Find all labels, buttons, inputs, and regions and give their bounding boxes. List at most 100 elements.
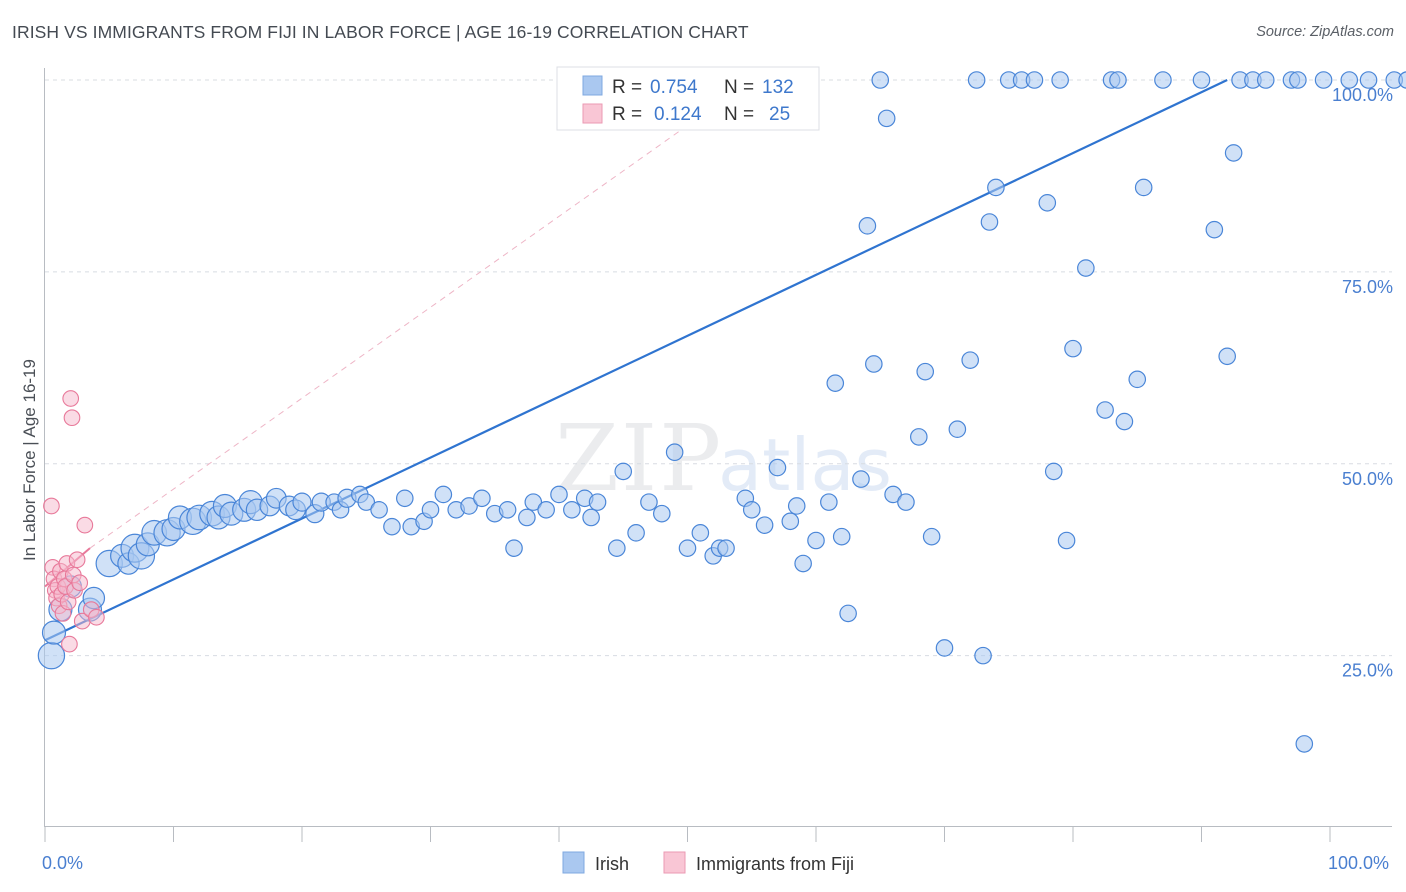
irish-point-79 <box>832 527 851 546</box>
fiji-points <box>43 390 105 653</box>
legend-fiji-r-label: R = <box>612 104 642 125</box>
irish-point-78 <box>826 374 845 392</box>
irish-point-68 <box>717 539 735 557</box>
y-tick-labels: 25.0% 50.0% 75.0% 100.0% <box>1332 85 1393 681</box>
irish-point-77 <box>820 493 838 511</box>
legend-irish-r-value: 0.754 <box>650 77 698 98</box>
irish-point-39 <box>395 489 414 508</box>
fiji-point-15 <box>62 390 80 407</box>
irish-point-92 <box>948 420 967 439</box>
bottom-legend-swatch-fiji <box>663 851 686 874</box>
irish-point-43 <box>434 485 453 504</box>
irish-point-48 <box>498 500 517 519</box>
irish-point-94 <box>967 71 986 89</box>
irish-points <box>37 71 1406 753</box>
irish-point-46 <box>473 489 491 508</box>
fiji-point-22 <box>76 516 94 534</box>
irish-point-64 <box>678 539 697 557</box>
legend-swatch-irish <box>582 75 603 96</box>
irish-point-88 <box>909 428 928 446</box>
y-axis-label: In Labor Force | Age 16-19 <box>20 359 39 561</box>
irish-point-72 <box>768 458 787 477</box>
irish-point-122 <box>1289 71 1307 89</box>
legend-irish-r-label: R = <box>612 77 642 98</box>
legend-fiji-r-value: 0.124 <box>654 104 702 125</box>
legend-fiji-n-value: 25 <box>769 104 790 125</box>
irish-point-128 <box>1398 71 1406 89</box>
irish-point-36 <box>357 493 376 511</box>
irish-point-105 <box>1064 339 1082 358</box>
irish-point-57 <box>588 493 607 511</box>
irish-point-111 <box>1128 370 1147 389</box>
irish-point-82 <box>858 217 877 235</box>
irish-point-50 <box>518 508 536 527</box>
irish-point-52 <box>537 500 555 519</box>
x-tick-label-max: 100.0% <box>1328 853 1389 873</box>
irish-point-60 <box>627 524 645 542</box>
fiji-point-14 <box>61 635 78 653</box>
irish-point-117 <box>1224 144 1243 162</box>
irish-point-85 <box>877 109 896 128</box>
irish-point-42 <box>421 500 440 519</box>
irish-point-120 <box>1256 71 1275 89</box>
irish-point-100 <box>1025 71 1044 89</box>
irish-point-115 <box>1205 220 1224 239</box>
irish-point-103 <box>1051 71 1069 89</box>
irish-point-29 <box>292 492 312 512</box>
irish-point-61 <box>640 493 658 511</box>
legend-swatch-fiji <box>582 103 603 124</box>
fiji-trend-extension <box>89 79 753 549</box>
irish-point-84 <box>871 71 890 89</box>
irish-point-93 <box>961 351 979 369</box>
irish-point-112 <box>1134 178 1153 197</box>
irish-point-76 <box>807 531 825 550</box>
irish-point-62 <box>652 504 671 523</box>
series-legend: Irish Immigrants from Fiji <box>562 851 854 874</box>
source-label: Source: ZipAtlas.com <box>1256 24 1394 40</box>
irish-point-74 <box>787 497 806 515</box>
fiji-point-20 <box>71 574 89 592</box>
irish-point-56 <box>582 508 600 527</box>
irish-point-102 <box>1044 462 1063 481</box>
fiji-point-16 <box>63 409 81 427</box>
irish-point-91 <box>935 639 954 657</box>
x-tick-label-min: 0.0% <box>42 853 83 873</box>
irish-point-71 <box>755 516 774 534</box>
irish-point-59 <box>614 462 633 481</box>
irish-point-83 <box>865 355 883 373</box>
irish-point-97 <box>987 178 1005 197</box>
fiji-point-24 <box>88 608 105 626</box>
irish-point-104 <box>1057 531 1076 550</box>
irish-point-124 <box>1314 71 1333 89</box>
bottom-legend-fiji-label: Immigrants from Fiji <box>696 854 854 874</box>
y-tick-label-75: 75.0% <box>1342 277 1393 297</box>
irish-point-38 <box>383 517 401 536</box>
irish-point-58 <box>608 539 626 557</box>
fiji-point-19 <box>68 551 86 569</box>
irish-point-65 <box>691 524 710 542</box>
irish-point-73 <box>781 512 800 531</box>
irish-point-90 <box>922 527 941 546</box>
irish-trend-line <box>44 79 1228 642</box>
irish-point-95 <box>974 646 992 665</box>
bottom-legend-irish-label: Irish <box>595 854 629 874</box>
irish-point-53 <box>550 485 568 504</box>
irish-point-114 <box>1192 71 1211 89</box>
irish-point-54 <box>563 500 581 519</box>
irish-point-37 <box>370 500 388 519</box>
irish-point-109 <box>1109 71 1127 89</box>
bottom-legend-swatch-irish <box>562 851 585 874</box>
legend-fiji-n-label: N = <box>724 104 754 125</box>
irish-point-125 <box>1340 71 1359 89</box>
irish-point-70 <box>742 500 761 519</box>
irish-point-81 <box>852 470 870 488</box>
irish-point-63 <box>665 443 684 462</box>
irish-point-75 <box>794 554 812 573</box>
irish-point-96 <box>980 213 999 231</box>
watermark: ZIP atlas <box>555 405 892 512</box>
irish-point-49 <box>505 539 523 557</box>
irish-point-89 <box>916 362 935 381</box>
irish-point-45 <box>460 497 478 515</box>
legend-irish-n-value: 132 <box>762 77 794 98</box>
